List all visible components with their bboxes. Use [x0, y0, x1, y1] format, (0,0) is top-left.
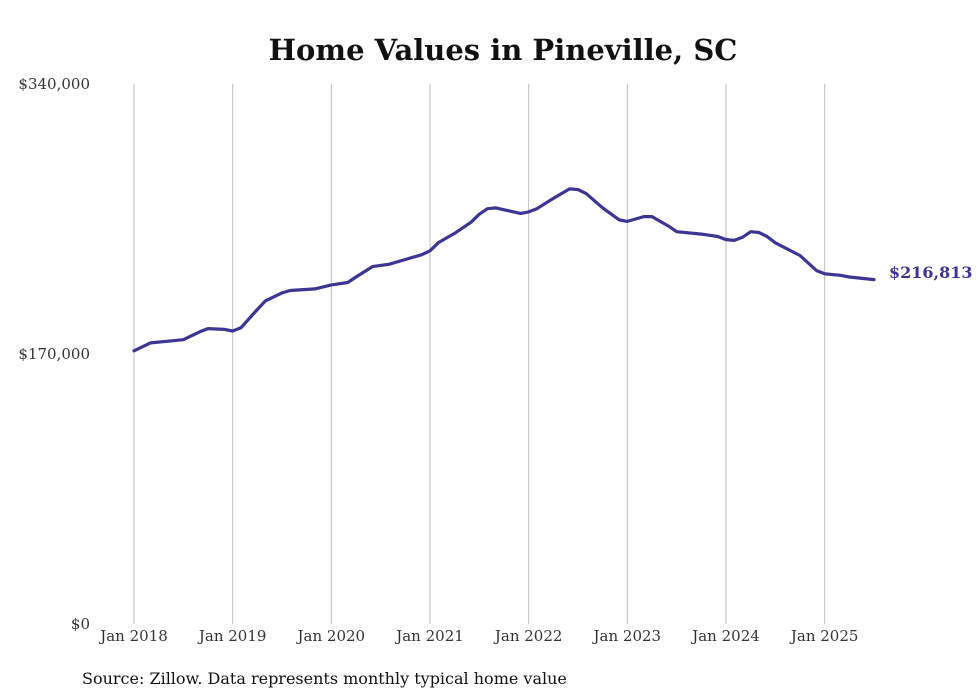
x-tick-label: Jan 2022 — [493, 627, 563, 645]
chart-title: Home Values in Pineville, SC — [269, 33, 738, 67]
source-note: Source: Zillow. Data represents monthly … — [82, 669, 567, 688]
y-tick-label: $340,000 — [18, 75, 90, 93]
x-tick-label: Jan 2023 — [592, 627, 662, 645]
x-tick-label: Jan 2019 — [197, 627, 267, 645]
y-tick-label: $0 — [71, 615, 90, 633]
series-line — [132, 187, 876, 353]
x-tick-label: Jan 2025 — [789, 627, 859, 645]
series-layer — [132, 187, 876, 353]
x-axis-ticks: Jan 2018 Jan 2019 Jan 2020 Jan 2021 Jan 2022… — [98, 627, 858, 645]
x-tick-label: Jan 2018 — [98, 627, 168, 645]
x-tick-label: Jan 2024 — [690, 627, 760, 645]
x-tick-label: Jan 2021 — [394, 627, 464, 645]
gridlines — [133, 84, 826, 624]
y-tick-label: $170,000 — [18, 345, 90, 363]
end-value-label: $216,813 — [889, 263, 973, 282]
y-axis-ticks: $340,000 $170,000 $0 — [18, 75, 90, 633]
x-tick-label: Jan 2020 — [296, 627, 366, 645]
